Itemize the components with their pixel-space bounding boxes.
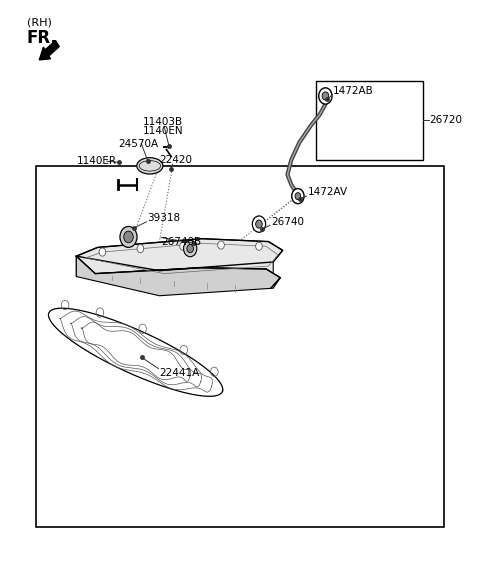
Text: 1472AV: 1472AV <box>307 187 348 197</box>
Text: 1140EN: 1140EN <box>143 126 183 136</box>
Circle shape <box>180 242 186 250</box>
Text: 26720: 26720 <box>429 115 462 125</box>
Text: 1472AB: 1472AB <box>333 86 373 96</box>
Circle shape <box>256 242 262 250</box>
FancyArrow shape <box>39 41 59 60</box>
Polygon shape <box>76 239 283 288</box>
Circle shape <box>256 220 262 228</box>
Circle shape <box>120 226 137 248</box>
Circle shape <box>322 92 329 100</box>
Text: 39318: 39318 <box>147 213 180 223</box>
Circle shape <box>183 240 197 257</box>
Text: (RH): (RH) <box>26 17 51 27</box>
Bar <box>36 166 444 527</box>
Circle shape <box>252 216 265 232</box>
Polygon shape <box>76 256 280 296</box>
Text: 1140ER: 1140ER <box>76 156 116 166</box>
Text: 26740: 26740 <box>271 218 304 228</box>
Circle shape <box>124 231 133 243</box>
Circle shape <box>137 245 144 253</box>
Circle shape <box>187 245 193 253</box>
Text: FR.: FR. <box>26 29 57 47</box>
Circle shape <box>319 88 332 104</box>
Circle shape <box>295 193 301 200</box>
Circle shape <box>292 189 304 203</box>
Text: 11403B: 11403B <box>143 116 183 126</box>
Bar <box>316 81 423 160</box>
Text: 22441A: 22441A <box>159 368 200 377</box>
Text: 22420: 22420 <box>159 155 192 165</box>
Text: 26740B: 26740B <box>162 236 202 246</box>
Circle shape <box>99 248 106 256</box>
Text: 24570A: 24570A <box>118 139 158 149</box>
Ellipse shape <box>137 158 163 174</box>
Circle shape <box>218 241 224 249</box>
